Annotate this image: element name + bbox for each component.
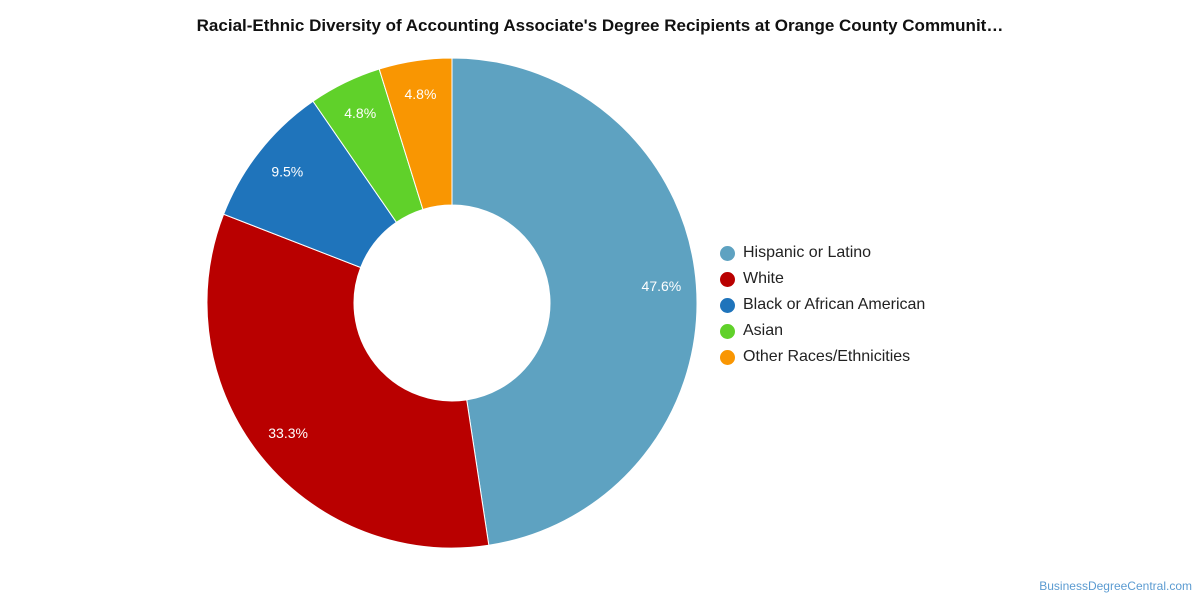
legend-swatch-icon <box>720 323 735 339</box>
watermark[interactable]: BusinessDegreeCentral.com <box>1039 579 1192 593</box>
slice-label-other-races-ethnicities: 4.8% <box>404 86 436 102</box>
legend-label: White <box>743 270 784 287</box>
chart-title: Racial-Ethnic Diversity of Accounting As… <box>196 16 1004 35</box>
legend-item-asian[interactable]: Asian <box>720 318 925 344</box>
slice-white[interactable] <box>206 213 490 549</box>
legend-item-hispanic-or-latino[interactable]: Hispanic or Latino <box>720 240 925 266</box>
slice-label-hispanic-or-latino: 47.6% <box>642 278 682 294</box>
legend-item-white[interactable]: White <box>720 266 925 292</box>
slices-group <box>206 57 698 549</box>
legend-label: Black or African American <box>743 296 926 313</box>
slice-label-black-or-african-american: 9.5% <box>271 163 303 179</box>
legend-swatch-icon <box>720 297 735 313</box>
slice-label-white: 33.3% <box>268 425 308 441</box>
legend-swatch-icon <box>720 349 735 365</box>
legend: Hispanic or Latino White Black or African … <box>720 240 925 370</box>
legend-item-other-races-ethnicities[interactable]: Other Races/Ethnicities <box>720 344 925 370</box>
legend-label: Other Races/Ethnicities <box>743 348 911 365</box>
legend-label: Hispanic or Latino <box>743 244 872 261</box>
legend-swatch-icon <box>720 245 735 261</box>
legend-label: Asian <box>743 322 784 339</box>
slice-labels-group: 47.6% 33.3% 9.5% 4.8% 4.8% <box>268 86 681 441</box>
legend-item-black-or-african-american[interactable]: Black or African American <box>720 292 925 318</box>
legend-swatch-icon <box>720 271 735 287</box>
slice-label-asian: 4.8% <box>344 105 376 121</box>
slice-other-races-ethnicities[interactable] <box>378 57 453 211</box>
slice-hispanic-or-latino[interactable] <box>451 57 698 546</box>
